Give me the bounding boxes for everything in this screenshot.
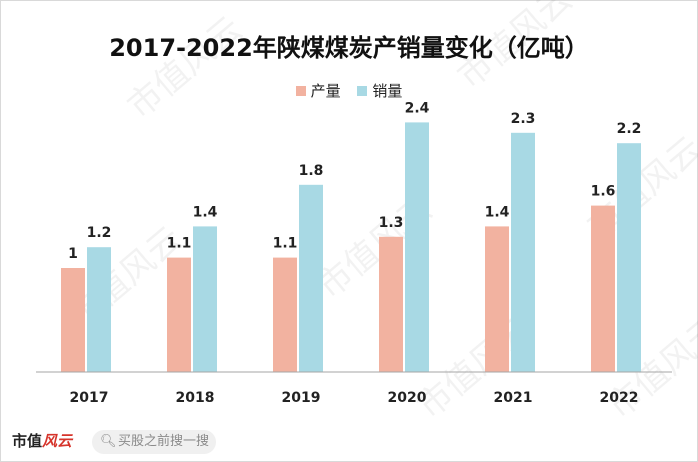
- legend-item-production: 产量: [295, 80, 341, 101]
- bar-production-2019: [273, 257, 297, 372]
- data-label-sales-2017: 1.2: [87, 225, 112, 241]
- watermark-text: 市值风云: [120, 9, 250, 127]
- brand-logo: 市值风云: [12, 430, 72, 452]
- data-label-production-2020: 1.3: [379, 215, 404, 231]
- data-label-sales-2019: 1.8: [299, 163, 324, 179]
- data-label-sales-2021: 2.3: [511, 111, 536, 127]
- bar-production-2018: [167, 257, 191, 372]
- x-tick-label-2022: 2022: [600, 390, 639, 406]
- bar-sales-2020: [405, 122, 429, 373]
- chart-title: 2017-2022年陕煤煤炭产销量变化（亿吨）: [109, 34, 589, 62]
- bar-sales-2022: [617, 143, 641, 372]
- data-label-production-2021: 1.4: [485, 204, 510, 220]
- data-label-production-2022: 1.6: [591, 184, 616, 200]
- x-tick-label-2021: 2021: [494, 390, 533, 406]
- bar-sales-2019: [299, 184, 323, 372]
- search-placeholder: 买股之前搜一搜: [118, 434, 210, 449]
- data-label-sales-2018: 1.4: [193, 204, 218, 220]
- data-label-production-2018: 1.1: [167, 236, 192, 252]
- bar-production-2022: [591, 205, 615, 372]
- legend-label-production: 产量: [310, 82, 341, 100]
- bar-sales-2021: [511, 132, 535, 372]
- data-label-sales-2020: 2.4: [405, 100, 430, 116]
- bar-production-2020: [379, 236, 403, 372]
- brand-accent: 风云: [42, 432, 73, 450]
- watermark-text: 市值风云: [450, 0, 580, 97]
- bar-sales-2017: [87, 247, 111, 372]
- data-label-production-2019: 1.1: [273, 236, 298, 252]
- legend: 产量 销量: [0, 80, 698, 101]
- footer-bar: 市值风云 🔍︎ 买股之前搜一搜: [0, 424, 698, 458]
- legend-item-sales: 销量: [357, 80, 402, 101]
- x-tick-label-2018: 2018: [176, 390, 215, 406]
- legend-swatch-sales: [357, 86, 368, 96]
- legend-swatch-production: [295, 86, 306, 96]
- bar-sales-2018: [193, 226, 217, 372]
- brand-main: 市值: [12, 432, 43, 450]
- search-box[interactable]: 🔍︎ 买股之前搜一搜: [92, 430, 216, 454]
- data-label-sales-2022: 2.2: [617, 121, 642, 137]
- bar-production-2021: [485, 226, 509, 372]
- legend-label-sales: 销量: [372, 82, 403, 100]
- search-icon: 🔍︎: [100, 434, 117, 449]
- x-tick-label-2017: 2017: [70, 390, 109, 406]
- x-tick-label-2020: 2020: [388, 390, 427, 406]
- x-tick-label-2019: 2019: [282, 390, 321, 406]
- data-label-production-2017: 1: [68, 246, 78, 262]
- bar-production-2017: [61, 268, 85, 372]
